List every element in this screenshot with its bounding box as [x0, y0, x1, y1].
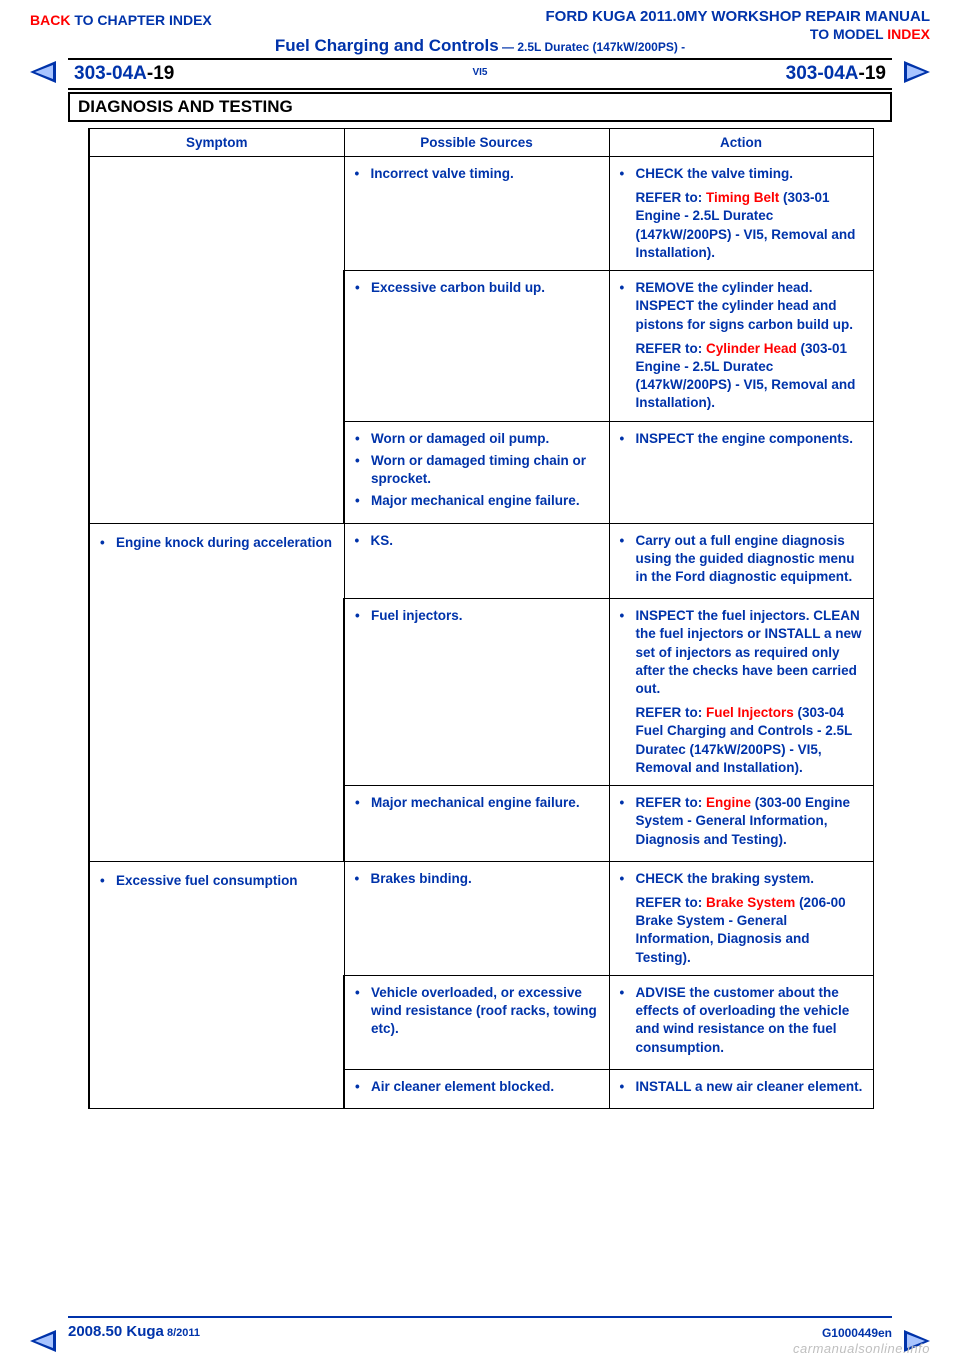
refer-to: REFER to: Fuel Injectors (303-04 Fuel Ch… [618, 704, 865, 777]
section-sub: — 2.5L Duratec (147kW/200PS) - [499, 40, 686, 54]
source-cell: Worn or damaged oil pump. Worn or damage… [344, 421, 609, 523]
vi5-label: VI5 [0, 67, 960, 78]
action-cell: REFER to: Engine (303-00 Engine System -… [609, 786, 873, 862]
table-row: Excessive fuel consumption Brakes bindin… [89, 861, 873, 975]
source-cell: Fuel injectors. [344, 599, 609, 786]
section-main: Fuel Charging and Controls [275, 36, 499, 55]
prev-page-arrow-bottom[interactable] [30, 1330, 56, 1352]
ref-link[interactable]: Fuel Injectors [706, 705, 794, 720]
symptom-cell: Excessive fuel consumption [89, 861, 344, 1108]
page-root: { "nav": { "back_red": "BACK", "back_blu… [0, 0, 960, 1358]
source-cell: Vehicle overloaded, or excessive wind re… [344, 975, 609, 1069]
diagnosis-and-testing-heading: DIAGNOSIS AND TESTING [68, 92, 892, 122]
refer-to: REFER to: Brake System (206-00 Brake Sys… [618, 894, 865, 967]
manual-title: FORD KUGA 2011.0MY WORKSHOP REPAIR MANUA… [546, 8, 931, 25]
action-cell: ADVISE the customer about the effects of… [609, 975, 873, 1069]
ref-link[interactable]: Engine [706, 795, 751, 810]
ref-link[interactable]: Brake System [706, 895, 795, 910]
action-cell: REMOVE the cylinder head. INSPECT the cy… [609, 271, 873, 422]
source-cell: Air cleaner element blocked. [344, 1069, 609, 1108]
col-possible-sources: Possible Sources [344, 129, 609, 157]
action-cell: Carry out a full engine diagnosis using … [609, 523, 873, 599]
symptom-cell: Engine knock during acceleration [89, 523, 344, 861]
source-cell: KS. [344, 523, 609, 599]
source-cell: Excessive carbon build up. [344, 271, 609, 422]
section-title: Fuel Charging and Controls — 2.5L Durate… [0, 36, 960, 56]
footer-left: 2008.50 Kuga 8/2011 [68, 1323, 200, 1340]
action-cell: INSTALL a new air cleaner element. [609, 1069, 873, 1108]
source-cell: Incorrect valve timing. [344, 157, 609, 271]
col-symptom: Symptom [89, 129, 344, 157]
table-header-row: Symptom Possible Sources Action [89, 129, 873, 157]
ref-link[interactable]: Timing Belt [706, 190, 779, 205]
watermark: carmanualsonline.info [793, 1341, 930, 1356]
table-row: Engine knock during acceleration KS. Car… [89, 523, 873, 599]
action-cell: CHECK the braking system. REFER to: Brak… [609, 861, 873, 975]
ref-link[interactable]: Cylinder Head [706, 341, 797, 356]
symptom-chart-table: Symptom Possible Sources Action Incorrec… [88, 128, 874, 1109]
action-cell: CHECK the valve timing. REFER to: Timing… [609, 157, 873, 271]
symptom-cell [89, 157, 344, 524]
source-cell: Brakes binding. [344, 861, 609, 975]
action-cell: INSPECT the fuel injectors. CLEAN the fu… [609, 599, 873, 786]
table-row: Incorrect valve timing. CHECK the valve … [89, 157, 873, 271]
source-cell: Major mechanical engine failure. [344, 786, 609, 862]
footer-right: G1000449en [822, 1326, 892, 1340]
refer-to: REFER to: Timing Belt (303-01 Engine - 2… [618, 189, 865, 262]
action-cell: INSPECT the engine components. [609, 421, 873, 523]
footer-rule [68, 1316, 892, 1318]
action-item: REFER to: Engine (303-00 Engine System -… [618, 794, 865, 849]
col-action: Action [609, 129, 873, 157]
back-to-chapter-link[interactable]: BACK TO CHAPTER INDEX [30, 12, 212, 28]
back-blue: TO CHAPTER INDEX [70, 12, 211, 28]
back-red: BACK [30, 12, 70, 28]
refer-to: REFER to: Cylinder Head (303-01 Engine -… [618, 340, 865, 413]
